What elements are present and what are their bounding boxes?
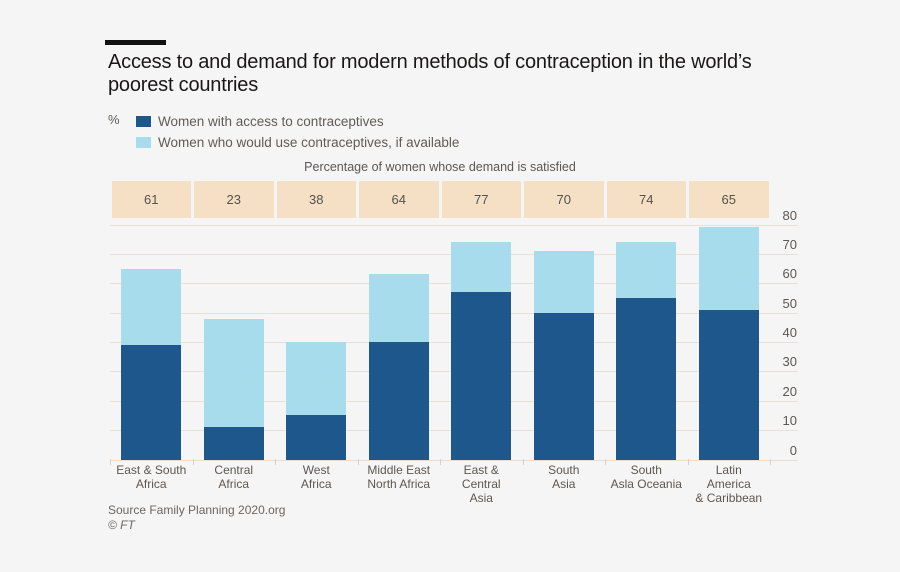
band-cell: 65 bbox=[689, 181, 769, 218]
band-cell: 64 bbox=[359, 181, 439, 218]
bar-segment-demand bbox=[286, 342, 347, 416]
legend-swatch-demand bbox=[136, 137, 151, 148]
y-axis-unit-label: % bbox=[108, 112, 120, 127]
x-axis-tick bbox=[770, 459, 771, 465]
source-note: Source Family Planning 2020.org bbox=[108, 503, 286, 517]
bar-segment-demand bbox=[203, 318, 264, 428]
band-cell: 74 bbox=[606, 181, 686, 218]
band-cell: 77 bbox=[441, 181, 521, 218]
y-tick-label: 50 bbox=[782, 295, 797, 311]
bar-segment-demand bbox=[616, 242, 677, 298]
x-axis-tick bbox=[687, 459, 689, 465]
y-tick-label: 0 bbox=[789, 442, 797, 458]
x-axis-label: East & South Africa bbox=[116, 463, 187, 491]
x-axis-tick bbox=[357, 459, 359, 465]
legend-label-access: Women with access to contraceptives bbox=[158, 114, 384, 129]
chart-title: Access to and demand for modern methods … bbox=[108, 51, 752, 96]
x-axis-tick bbox=[275, 459, 276, 465]
bar-segment-access bbox=[121, 344, 182, 460]
y-tick-label: 20 bbox=[782, 383, 797, 399]
title-rule bbox=[105, 40, 166, 45]
bar-segment-access bbox=[533, 312, 594, 460]
y-tick-label: 60 bbox=[782, 266, 797, 282]
bar-segment-demand bbox=[121, 268, 182, 345]
bar-segment-demand bbox=[368, 274, 429, 342]
bar-segment-access bbox=[698, 309, 759, 460]
y-tick-label: 40 bbox=[782, 325, 797, 340]
gridline bbox=[110, 459, 798, 461]
band-caption: Percentage of women whose demand is sati… bbox=[304, 160, 576, 174]
bar-segment-demand bbox=[533, 250, 594, 313]
y-tick-label: 70 bbox=[782, 236, 797, 252]
y-tick-label: 10 bbox=[782, 413, 797, 429]
bar-segment-demand bbox=[451, 242, 512, 293]
band-cell: 70 bbox=[524, 181, 604, 218]
x-axis-tick bbox=[110, 459, 111, 465]
legend-label-demand: Women who would use contraceptives, if a… bbox=[158, 135, 460, 150]
bar-segment-access bbox=[203, 427, 264, 460]
legend-swatch-access bbox=[136, 116, 151, 127]
bar-segment-access bbox=[451, 292, 512, 460]
x-axis-label: Central Africa bbox=[214, 463, 254, 491]
x-axis-label: South Asia bbox=[548, 463, 580, 491]
band-cell: 61 bbox=[111, 181, 191, 218]
bar-segment-access bbox=[368, 342, 429, 460]
x-axis-tick bbox=[440, 459, 441, 465]
x-axis-label: East & Central Asia bbox=[461, 463, 501, 505]
gridline bbox=[110, 224, 798, 226]
x-axis-tick bbox=[522, 459, 524, 465]
x-axis-label: Middle East North Africa bbox=[367, 463, 431, 491]
band-cell: 23 bbox=[194, 181, 274, 218]
y-tick-label: 80 bbox=[782, 207, 797, 223]
x-axis-label: West Africa bbox=[300, 463, 332, 491]
x-axis-label: Latin America & Caribbean bbox=[695, 463, 763, 505]
band-cell: 38 bbox=[276, 181, 356, 218]
bar-segment-demand bbox=[698, 227, 759, 310]
bar-segment-access bbox=[616, 297, 677, 460]
x-axis-tick bbox=[605, 459, 606, 465]
x-axis-tick bbox=[192, 459, 194, 465]
copyright-note: © FT bbox=[108, 518, 135, 532]
x-axis-label: South Asla Oceania bbox=[610, 463, 682, 491]
y-tick-label: 30 bbox=[782, 354, 797, 370]
bar-segment-access bbox=[286, 415, 347, 460]
